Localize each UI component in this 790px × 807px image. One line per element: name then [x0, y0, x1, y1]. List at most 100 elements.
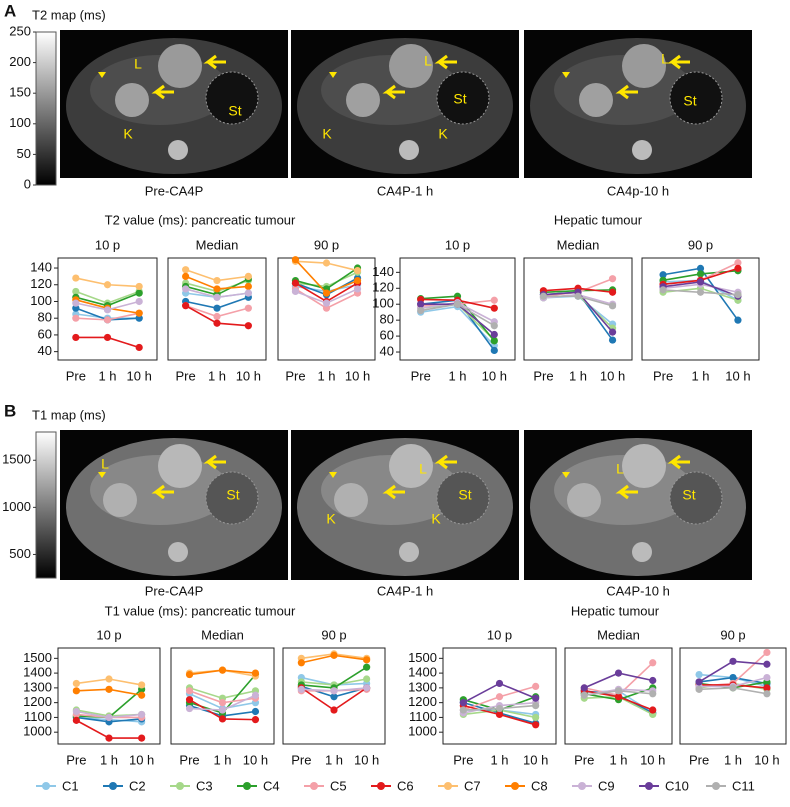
- tumour: [115, 83, 149, 117]
- data-point: [322, 304, 331, 312]
- data-point: [695, 685, 703, 693]
- y-tick-label: 80: [380, 312, 394, 327]
- image-label: St: [682, 487, 695, 503]
- data-point: [532, 682, 540, 691]
- image-label: St: [226, 487, 239, 503]
- x-tick-label: Pre: [533, 368, 553, 383]
- data-point: [363, 684, 371, 692]
- arrow: [382, 84, 405, 100]
- data-point: [182, 266, 190, 274]
- x-tick-label: 1 h: [448, 368, 466, 383]
- chart-title: 10 p: [487, 627, 512, 642]
- tumour: [622, 444, 666, 488]
- image-label: L: [616, 461, 624, 477]
- stomach: [669, 71, 723, 125]
- tumour: [158, 444, 202, 488]
- data-point: [580, 691, 588, 699]
- stomach: [436, 471, 490, 525]
- data-point: [322, 289, 331, 297]
- data-point: [763, 690, 771, 698]
- image-caption: CA4P-1 h: [377, 583, 433, 598]
- data-point: [495, 693, 504, 701]
- data-point: [213, 304, 221, 312]
- x-tick-label: 10 h: [725, 368, 750, 383]
- data-point: [322, 299, 331, 307]
- legend-marker: [109, 782, 117, 790]
- x-tick-label: 1 h: [98, 368, 116, 383]
- data-point: [213, 312, 221, 321]
- legend-marker: [310, 782, 318, 790]
- data-point: [244, 322, 252, 330]
- data-point: [185, 687, 194, 695]
- data-point: [490, 346, 498, 355]
- data-point: [72, 333, 80, 342]
- data-point: [72, 287, 80, 296]
- tumour: [579, 83, 613, 117]
- arrowhead: [562, 72, 570, 78]
- legend-marker: [42, 782, 50, 790]
- legend-label: C4: [263, 778, 280, 793]
- group-title: Hepatic tumour: [571, 603, 660, 618]
- data-point: [72, 707, 80, 716]
- data-point: [363, 675, 371, 683]
- mri-image: L K St: [60, 30, 288, 178]
- arrow: [151, 84, 174, 100]
- x-tick-label: 1 h: [325, 752, 343, 767]
- data-point: [532, 713, 540, 722]
- data-point: [495, 710, 504, 719]
- x-tick-label: Pre: [453, 752, 473, 767]
- spine: [399, 542, 419, 562]
- data-point: [72, 716, 80, 724]
- arrow: [382, 484, 405, 500]
- data-point: [138, 681, 146, 689]
- y-tick-label: 40: [380, 343, 394, 358]
- arrowhead: [98, 72, 106, 78]
- arrow: [151, 484, 174, 500]
- image-label: L: [134, 56, 142, 72]
- data-point: [185, 696, 194, 704]
- data-point: [649, 706, 657, 714]
- data-point: [763, 684, 771, 692]
- chart-title: Median: [597, 627, 640, 642]
- map-title: T1 map (ms): [32, 407, 106, 422]
- arrow: [667, 54, 690, 70]
- arrow: [615, 484, 638, 500]
- legend-marker: [377, 782, 385, 790]
- spine: [399, 140, 419, 160]
- data-point: [659, 286, 667, 294]
- data-point: [72, 304, 80, 312]
- y-tick-label: 120: [30, 276, 52, 291]
- legend-label: C11: [732, 778, 755, 793]
- data-point: [495, 679, 504, 688]
- x-tick-label: 1 h: [317, 368, 335, 383]
- data-point: [291, 256, 300, 264]
- stomach: [436, 71, 490, 125]
- x-tick-label: 1 h: [213, 752, 231, 767]
- data-point: [138, 691, 146, 699]
- data-point: [105, 685, 113, 693]
- data-point: [490, 337, 498, 345]
- legend-marker: [243, 782, 251, 790]
- data-point: [574, 292, 582, 300]
- data-point: [459, 699, 467, 707]
- data-point: [244, 304, 252, 312]
- plot-frame: [442, 647, 557, 745]
- mri-image: L St K K: [291, 30, 519, 178]
- y-tick-label: 1300: [23, 679, 52, 694]
- y-tick-label: 100: [30, 293, 52, 308]
- spine: [632, 542, 652, 562]
- chart-title: 10 p: [96, 627, 121, 642]
- legend-marker: [176, 782, 184, 790]
- data-point: [135, 343, 143, 352]
- tumour: [389, 444, 433, 488]
- x-tick-label: 10 h: [129, 752, 154, 767]
- legend-label: C9: [598, 778, 615, 793]
- legend-label: C2: [129, 778, 146, 793]
- data-point: [330, 693, 338, 701]
- stomach: [205, 471, 259, 525]
- data-point: [459, 706, 467, 714]
- arrow: [203, 54, 226, 70]
- data-point: [330, 651, 338, 659]
- data-point: [72, 299, 80, 307]
